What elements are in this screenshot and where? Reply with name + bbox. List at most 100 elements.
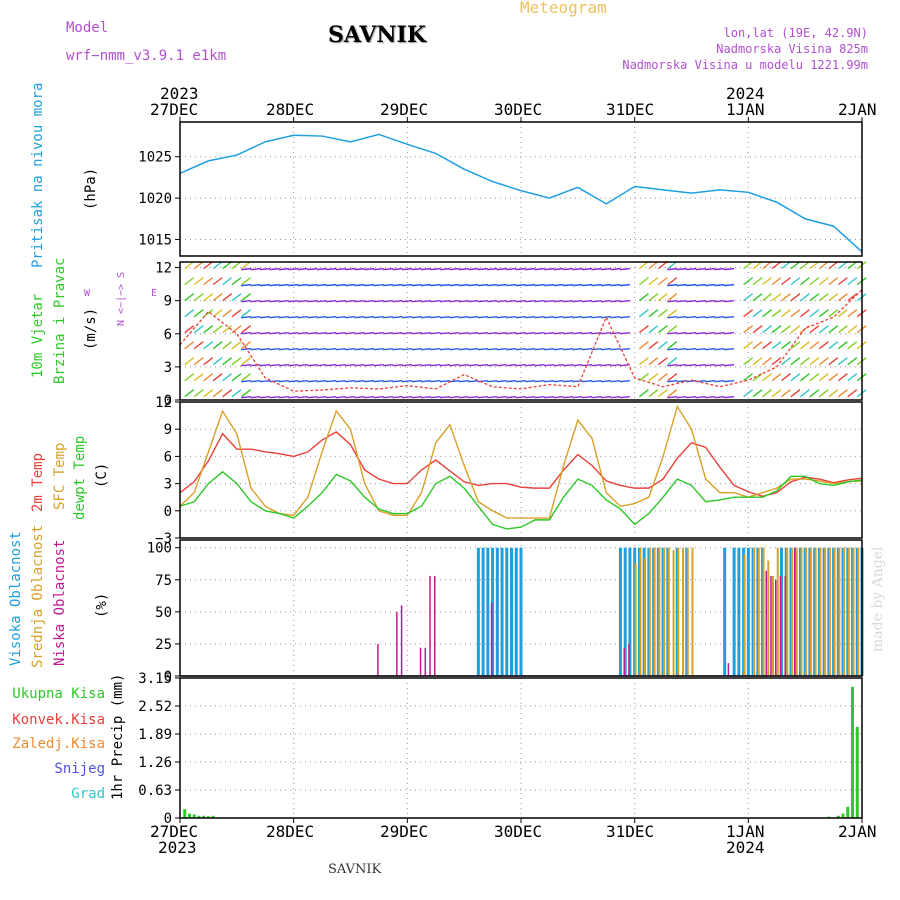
wind-barb (790, 341, 801, 350)
wind-barb (335, 267, 346, 271)
wind-barb (553, 331, 564, 335)
wind-barb (458, 363, 469, 367)
wind-barb (714, 315, 725, 319)
wind-barb (420, 267, 432, 271)
wind-barb (809, 325, 820, 334)
footer-station: SAVNIK (328, 862, 382, 877)
wind-barb (250, 283, 261, 287)
wind-barb (705, 315, 716, 319)
wind-barb (496, 347, 507, 351)
wind-barb (619, 315, 631, 319)
wind-barb (345, 331, 356, 335)
precip-legend-frozen: Zaledj.Kisa (12, 736, 105, 752)
wind-barb (515, 267, 526, 271)
wind-barb (667, 379, 678, 383)
wind-barb (354, 363, 365, 367)
wind-barb (240, 267, 252, 271)
wind-barb (515, 283, 526, 287)
wind-barb (676, 347, 687, 351)
wind-barb (468, 347, 479, 351)
wind-barb (581, 267, 593, 271)
wind-barb (591, 299, 602, 303)
wind-barb (600, 379, 612, 383)
wind-barb (241, 389, 251, 398)
wind-barb (278, 347, 290, 351)
wind-barb (515, 315, 526, 319)
wind-barb (638, 261, 649, 270)
wind-barb (250, 347, 261, 351)
wind-barb (430, 347, 441, 351)
wind-barb (240, 363, 252, 367)
wind-barb (648, 309, 659, 318)
wind-barb (572, 315, 583, 319)
wind-barb (250, 331, 261, 335)
wind-barb (506, 363, 517, 367)
wind-barb (667, 283, 678, 287)
wind-barb (241, 261, 251, 270)
wind-barb (781, 325, 791, 334)
wind-barb (619, 331, 631, 335)
wind-barb (610, 299, 621, 303)
lonlat-label: lon,lat (19E, 42.9N) (723, 26, 869, 40)
wind-barb (354, 347, 365, 351)
wind-barb (667, 373, 678, 382)
wind-barb (790, 277, 801, 286)
wind-barb (354, 379, 365, 383)
wind-barb (231, 373, 242, 382)
wind-barb (600, 347, 612, 351)
wind-barb (468, 379, 479, 383)
wind-barb (676, 331, 687, 335)
wind-barb (203, 389, 214, 398)
wind-barb (439, 379, 451, 383)
wind-barb (667, 363, 678, 367)
wind-barb (714, 299, 725, 303)
wind-barb (326, 347, 337, 351)
wind-barb (203, 373, 214, 382)
wind-barb (345, 395, 356, 399)
wind-barb (818, 373, 829, 382)
wind-barb (771, 389, 782, 398)
wind-barb (411, 363, 422, 367)
wind-barb (345, 379, 356, 383)
wind-barb (392, 299, 403, 303)
temp-2m-line (179, 431, 863, 498)
wind-barb (269, 363, 280, 367)
wind-barb (676, 379, 687, 383)
wind-barb (515, 363, 526, 367)
wind-barb (667, 341, 678, 350)
wind-barb (335, 379, 346, 383)
wind-barb (695, 363, 706, 367)
wind-barb (316, 363, 327, 367)
wind-barb (278, 395, 290, 399)
wind-barb (837, 261, 848, 270)
wind-barb (752, 309, 763, 318)
wind-barb (743, 389, 754, 398)
precip-legend-total: Ukupna Kisa (12, 686, 105, 702)
wind-barb (316, 331, 327, 335)
wind-barb (544, 267, 555, 271)
wind-barb (430, 363, 441, 367)
cloud-ytick-label: 50 (155, 605, 172, 621)
wind-barb (847, 341, 858, 350)
wind-barb (818, 261, 829, 270)
wind-barb (354, 267, 365, 271)
wind-barb (241, 357, 251, 366)
wind-barb (553, 379, 564, 383)
wind-barb (203, 277, 214, 286)
wind-barb (222, 373, 233, 382)
wind-barb (800, 293, 810, 302)
top-day-31dec: 31DEC (606, 100, 655, 119)
wind-barb (790, 373, 801, 382)
cloud-ytick-label: 75 (155, 573, 172, 589)
wind-barb (714, 395, 725, 399)
wind-barb (335, 283, 346, 287)
wind-barb (326, 331, 337, 335)
wind-barb (837, 389, 848, 398)
wind-barb (686, 363, 697, 367)
wind-barb (762, 277, 772, 286)
wind-speed-line (179, 289, 863, 392)
wind-barb (515, 379, 526, 383)
wind-barb (743, 325, 754, 334)
wind-barb (790, 357, 801, 366)
wind-barb (458, 283, 469, 287)
